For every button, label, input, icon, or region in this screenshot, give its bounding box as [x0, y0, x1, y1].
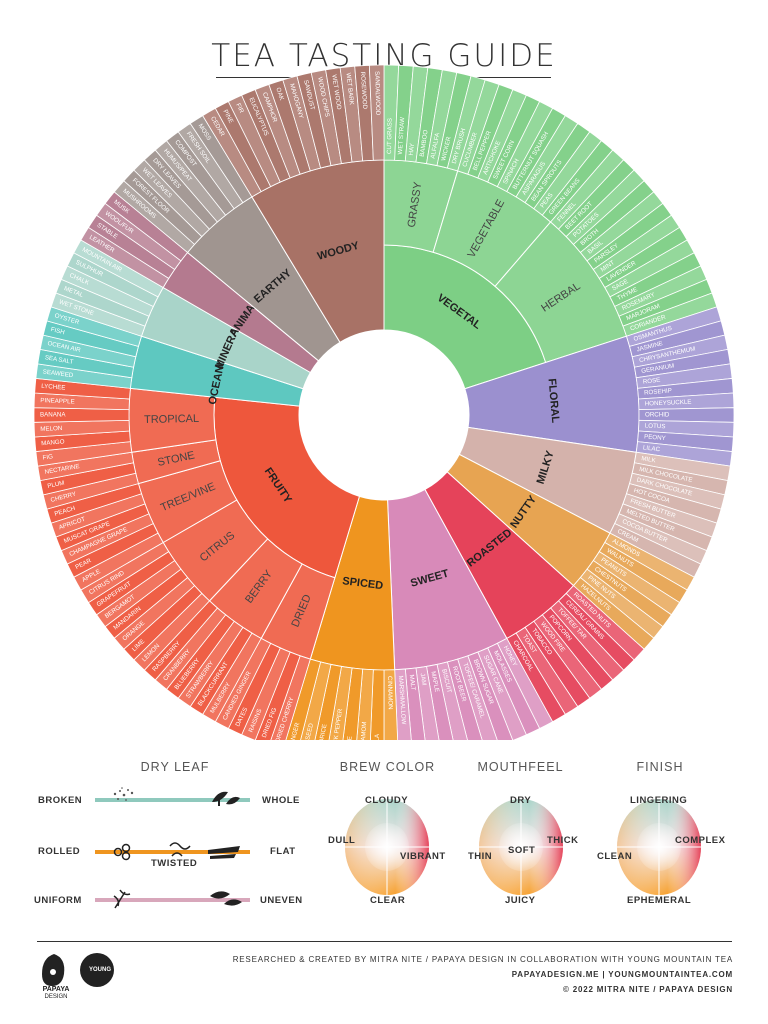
finish-right: COMPLEX [675, 835, 726, 846]
wheel-item-label-seaweed: SEAWEED [42, 368, 74, 379]
finish-top: LINGERING [630, 795, 688, 806]
finish-title: FINISH [636, 760, 684, 774]
dry-leaf-bar-3 [95, 889, 250, 909]
footer-copyright: © 2022 MITRA NITE / PAPAYA DESIGN [563, 985, 733, 994]
brew-color-title: BREW COLOR [339, 760, 436, 774]
mouthfeel-bottom: JUICY [505, 895, 536, 906]
wheel-item-label-mango: MANGO [41, 438, 65, 447]
wheel-item-label-marshmallow: MARSHMALLOW [397, 675, 407, 725]
wheel-item-label-oak: OAK [274, 87, 285, 102]
wheel-item-label-rose: ROSE [643, 377, 661, 386]
mouthfeel-dial [479, 799, 563, 895]
flat-leaf-icon [208, 846, 240, 859]
uneven-leaf-icon [210, 891, 242, 906]
mouthfeel-title: MOUTHFEEL [477, 760, 564, 774]
wheel-item-label-cut-grass: CUT GRASS [386, 118, 394, 154]
wheel-item-label-clove: CLOVE [345, 736, 354, 740]
dry-leaf-bars [95, 787, 250, 909]
wheel-item-label-milk: MILK [641, 455, 657, 464]
footer-links[interactable]: PAPAYADESIGN.ME | YOUNGMOUNTAINTEA.COM [511, 970, 733, 979]
dry-leaf-bar-2 [95, 842, 250, 861]
footer-divider [37, 941, 732, 942]
wheel-item-label-alfalfa: ALFALFA [429, 131, 441, 159]
mouthfeel-center: SOFT [508, 845, 536, 856]
papaya-logo-text: PAPAYA [42, 986, 70, 993]
wheel-item-label-orchid: ORCHID [645, 412, 670, 419]
brew-color-right: VIBRANT [400, 851, 446, 862]
mouthfeel-top: DRY [510, 795, 532, 806]
finish-left: CLEAN [597, 851, 633, 862]
footer-logos [42, 953, 114, 987]
dry-leaf-title: DRY LEAF [140, 760, 210, 774]
brew-color-dial [345, 799, 429, 895]
wheel-item-label-lilac: LILAC [643, 444, 661, 453]
wheel-item-label-peony: PEONY [644, 433, 666, 442]
wheel-item-label-wet-straw: WET STRAW [397, 117, 406, 155]
wheel-item-label-maple: MAPLE [429, 671, 440, 693]
wheel-item-label-vanilla: VANILLA [373, 733, 381, 740]
wheel-item-label-rosewood: ROSEWOOD [359, 71, 368, 109]
wheel-item-label-hay: HAY [408, 143, 416, 156]
dry-leaf-row2-left: ROLLED [38, 846, 81, 857]
wheel-item-label-fig: FIG [42, 453, 53, 461]
dry-leaf-row3-left: UNIFORM [34, 895, 82, 906]
wheel-item-label-sandalwood: SANDALWOOD [373, 71, 381, 116]
mouthfeel-right: THICK [547, 835, 579, 846]
dry-leaf-row1-right: WHOLE [262, 795, 300, 806]
footer-credit: RESEARCHED & CREATED BY MITRA NITE / PAP… [232, 955, 733, 964]
wheel-item-label-lotus: LOTUS [645, 422, 666, 430]
rolled-leaf-icon [113, 843, 131, 861]
broken-leaf-icon [113, 787, 134, 801]
wheel-item-label-plum: PLUM [47, 480, 65, 490]
finish-dial [617, 799, 701, 895]
wheel-item-label-rosehip: ROSEHIP [644, 387, 672, 396]
whole-leaf-icon [212, 791, 240, 806]
wheel-item-label-malt: MALT [408, 674, 417, 691]
wheel-item-label-melon: MELON [40, 425, 62, 433]
wheel-item-label-fir: FIR [234, 102, 245, 114]
wheel-item-label-honeysuckle: HONEYSUCKLE [645, 399, 692, 408]
wheel-item-label-cardamom: CARDAMOM [359, 721, 368, 740]
brew-color-bottom: CLEAR [370, 895, 406, 906]
wheel-item-label-jam: JAM [419, 673, 428, 686]
wheel-subcategory-label-tropical: TROPICAL [144, 413, 199, 426]
dry-leaf-row3-right: UNEVEN [260, 895, 303, 906]
dry-leaf-row2-middle: TWISTED [151, 858, 198, 869]
wheel-item-label-cinnamon: CINNAMON [386, 676, 394, 710]
wheel-item-sandalwood [368, 64, 385, 161]
finish-bottom: EPHEMERAL [627, 895, 692, 906]
dry-leaf-bar-1 [95, 787, 250, 806]
dry-leaf-row2-right: FLAT [270, 846, 296, 857]
wheel-item-label-sea-salt: SEA SALT [44, 354, 74, 366]
uniform-leaf-icon [113, 889, 131, 909]
wheel-item-label-pineapple: PINEAPPLE [40, 397, 75, 405]
wheel-item-label-bamboo: BAMBOO [419, 129, 430, 157]
wheel-category-label-floral: FLORAL [546, 378, 562, 424]
young-mountain-logo-text: YOUNG [88, 967, 111, 973]
papaya-logo-subtext: DESIGN [44, 994, 68, 1000]
wheel-center [299, 330, 469, 500]
wheel-item-label-lychee: LYCHEE [41, 383, 66, 392]
mouthfeel-left: THIN [468, 851, 493, 862]
young-mountain-logo-icon [80, 953, 114, 987]
twisted-leaf-icon [169, 842, 191, 857]
brew-color-top: CLOUDY [365, 795, 409, 806]
dry-leaf-row1-left: BROKEN [38, 795, 83, 806]
wheel-item-label-banana: BANANA [40, 412, 66, 419]
wheel-category-label-spiced: SPICED [342, 575, 384, 592]
wheel-item-label-fish: FISH [50, 326, 65, 336]
papaya-logo-icon [42, 954, 65, 986]
wheel-item-label-wet-bark: WET BARK [345, 73, 355, 107]
brew-color-left: DULL [328, 835, 356, 846]
